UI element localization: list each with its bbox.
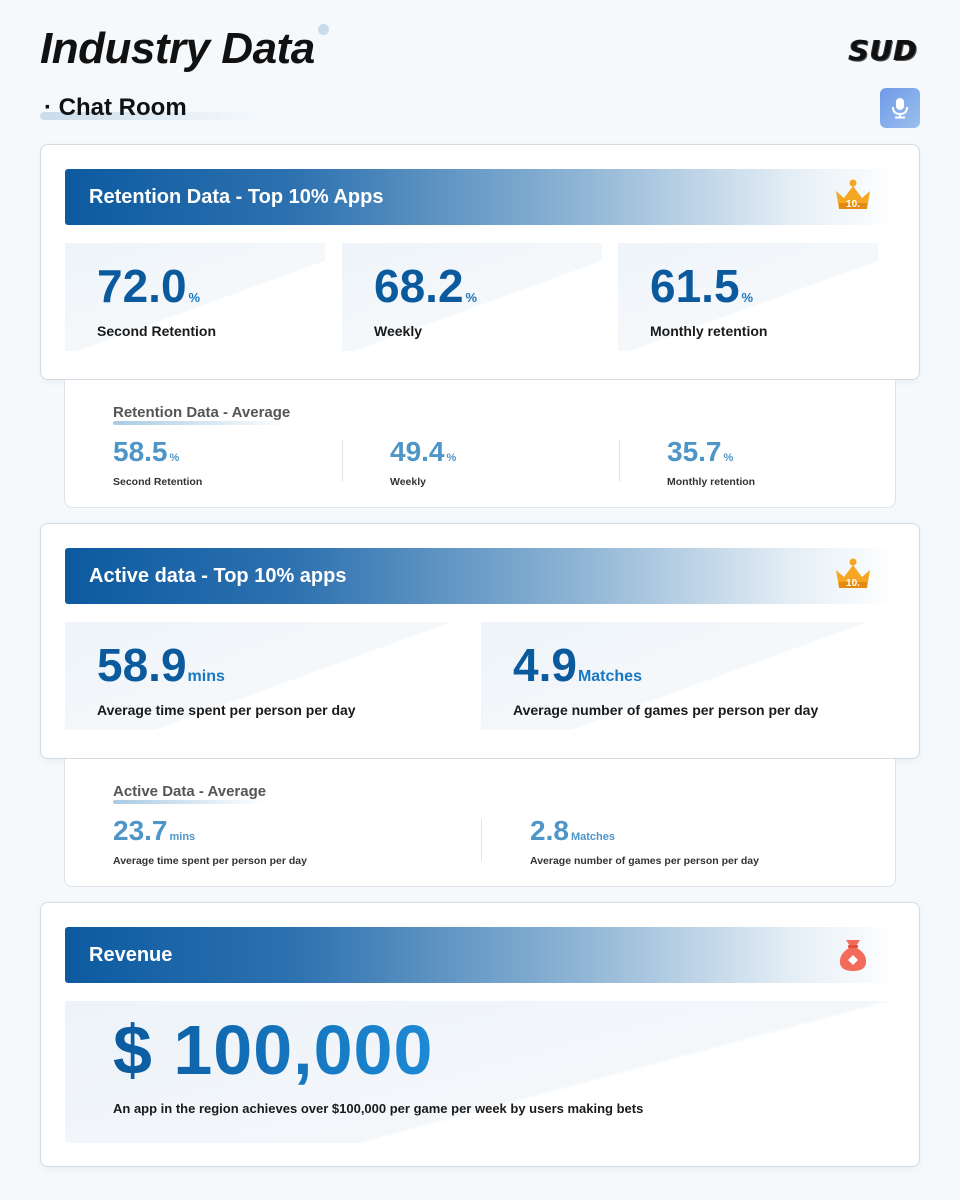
avg-label: Average number of games per person per d… [530, 855, 759, 867]
page-title: Industry Data [40, 24, 315, 73]
stat-box [342, 243, 602, 351]
avg-unit: Matches [570, 831, 615, 843]
revenue-box: $ 100,000 An app in the region achieves … [65, 1001, 897, 1143]
avg-title: Active Data - Average [113, 783, 267, 800]
avg-label: Weekly [390, 476, 426, 488]
active-top-card: Active data - Top 10% apps 10. 58.9mins … [40, 523, 920, 759]
svg-text:10.: 10. [846, 199, 860, 210]
retention-average-card: Retention Data - Average 58.5% Second Re… [64, 380, 896, 508]
avg-label: Average time spent per person per day [113, 855, 307, 867]
stat-label: Monthly retention [650, 323, 768, 339]
subtitle-text: · Chat Room [44, 94, 187, 121]
avg-stat-time-spent: 23.7 mins Average time spent per person p… [113, 815, 307, 868]
stat-unit: % [188, 290, 201, 305]
stat-box [618, 243, 878, 351]
stat-value: 61.5 [650, 260, 740, 312]
revenue-card: Revenue $ 100,000 An app in the region a… [40, 902, 920, 1167]
avg-title: Retention Data - Average [113, 404, 291, 421]
avg-unit: % [446, 452, 457, 464]
banner-title: Retention Data - Top 10% Apps [89, 186, 384, 208]
microphone-button[interactable] [880, 88, 920, 128]
stat-box [65, 622, 465, 730]
avg-value: 35.7 [667, 436, 722, 467]
retention-top-banner: Retention Data - Top 10% Apps 10. [65, 169, 897, 225]
stat-value: 4.9 [513, 639, 577, 691]
avg-label: Monthly retention [667, 476, 756, 488]
stat-monthly-retention: 61.5% Monthly retention [650, 263, 767, 339]
avg-stat-games: 2.8 Matches Average number of games per p… [530, 815, 759, 868]
retention-top-card: Retention Data - Top 10% Apps 10. 72.0% … [40, 144, 920, 380]
stat-value: 58.9 [97, 639, 187, 691]
revenue-banner: Revenue [65, 927, 897, 983]
divider [481, 819, 482, 861]
stat-label: Average time spent per person per day [97, 702, 356, 718]
stat-avg-games: 4.9Matches Average number of games per p… [513, 642, 818, 718]
stat-unit: % [741, 290, 754, 305]
stat-avg-time-spent: 58.9mins Average time spent per person p… [97, 642, 356, 718]
crown-10-icon: 10. [836, 558, 870, 589]
stat-unit: Matches [577, 668, 642, 685]
subtitle-underline [40, 112, 260, 120]
stat-value: 72.0 [97, 260, 187, 312]
avg-unit: mins [169, 831, 196, 843]
stat-box [65, 243, 325, 351]
stat-box [481, 622, 881, 730]
stat-weekly-retention: 68.2% Weekly [374, 263, 477, 339]
avg-value: 49.4 [390, 436, 445, 467]
avg-stat-weekly: 49.4% Weekly [390, 436, 457, 489]
avg-unit: % [169, 452, 180, 464]
stat-unit: mins [187, 668, 225, 685]
divider [342, 440, 343, 482]
avg-stat-monthly: 35.7% Monthly retention [667, 436, 756, 489]
section-subtitle: · Chat Room [40, 94, 270, 124]
avg-value: 23.7 [113, 815, 168, 846]
stat-label: Second Retention [97, 323, 217, 339]
avg-title-underline [113, 800, 265, 804]
divider [619, 440, 620, 482]
money-bag-icon [839, 940, 867, 971]
revenue-value: $ 100,000 [113, 1011, 434, 1089]
active-average-card: Active Data - Average 23.7 mins Average t… [64, 759, 896, 887]
stat-second-retention: 72.0% Second Retention [97, 263, 216, 339]
banner-title: Active data - Top 10% apps [89, 565, 347, 587]
avg-value: 2.8 [530, 815, 569, 846]
svg-text:10.: 10. [846, 578, 860, 589]
avg-value: 58.5 [113, 436, 168, 467]
stat-unit: % [465, 290, 478, 305]
brand-logo: SUD [848, 34, 918, 67]
revenue-label: An app in the region achieves over $100,… [113, 1101, 644, 1116]
stat-label: Average number of games per person per d… [513, 702, 819, 718]
avg-title-underline [113, 421, 289, 425]
active-top-banner: Active data - Top 10% apps 10. [65, 548, 897, 604]
stat-value: 68.2 [374, 260, 464, 312]
avg-stat-second-retention: 58.5% Second Retention [113, 436, 203, 489]
crown-10-icon: 10. [836, 179, 870, 210]
avg-unit: % [723, 452, 734, 464]
avg-label: Second Retention [113, 476, 203, 488]
title-decoration-dot [318, 24, 329, 35]
microphone-icon [892, 98, 908, 119]
banner-title: Revenue [89, 944, 173, 966]
stat-label: Weekly [374, 323, 422, 339]
